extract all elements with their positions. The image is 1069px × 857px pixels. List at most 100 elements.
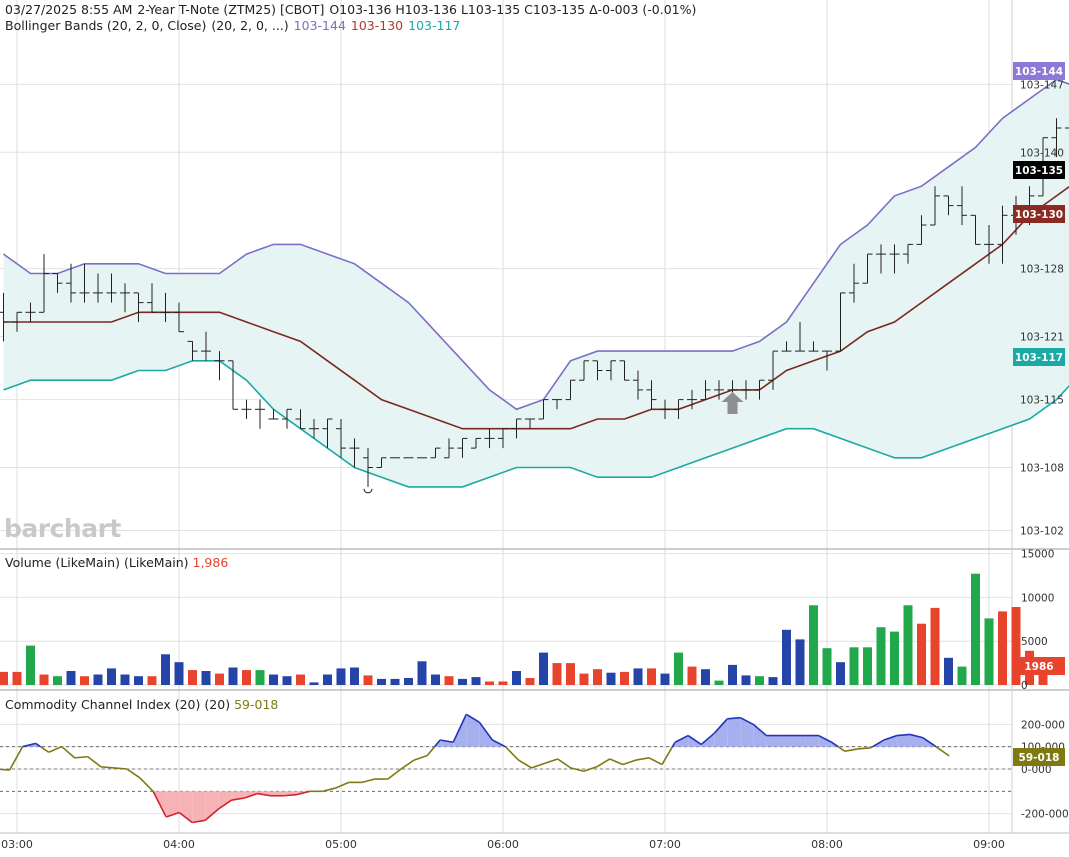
cci-line-72	[872, 739, 885, 748]
cci-line-76	[922, 737, 937, 748]
ohlc-bar-59	[795, 322, 805, 352]
ohlc-bar-66	[889, 244, 900, 274]
volume-bar-72	[971, 573, 980, 685]
price-tags: 103-144 103-135 103-130 103-117 1986 59-018	[1013, 62, 1065, 766]
volume-bar-19	[255, 670, 265, 685]
volume-pane[interactable]	[0, 573, 1048, 685]
volume-last-tag-bg	[1013, 657, 1065, 675]
session-low-marker	[363, 488, 373, 494]
ohlc-bar-63	[849, 263, 859, 303]
cci-fill-64	[792, 735, 806, 747]
ohlc-bar-7	[93, 273, 103, 303]
ohlc-bar-70	[943, 195, 954, 216]
cci-fill-59	[727, 717, 741, 747]
ohlc-bar-46	[619, 360, 630, 381]
volume-bar-41	[552, 663, 562, 685]
cci-fill-14	[166, 791, 180, 817]
volume-bar-42	[566, 663, 575, 685]
volume-bar-0	[0, 671, 8, 685]
ohlc-bar-12	[160, 292, 171, 322]
cci-pane[interactable]	[0, 713, 1012, 824]
ohlc-bar-32	[430, 447, 441, 459]
bb-upper-value: 103-144	[293, 18, 346, 33]
cci-fill-38	[466, 714, 480, 747]
volume-bar-22	[296, 674, 305, 685]
ohlc-bar-44	[592, 360, 603, 381]
cci-line-39	[478, 721, 494, 741]
header-datetime: 03/27/2025 8:55 AM	[5, 2, 133, 17]
volume-bar-33	[444, 676, 454, 685]
cci-line-14	[165, 811, 180, 818]
bb-label: Bollinger Bands (20, 2, 0, Close)	[5, 18, 207, 33]
cci-line-52	[648, 757, 663, 766]
volume-bar-29	[390, 678, 400, 685]
buy-signal-arrow-icon	[721, 392, 744, 414]
volume-bar-34	[458, 678, 467, 685]
ohlc-bar-72	[970, 214, 981, 245]
cci-fill-65	[805, 735, 819, 747]
cci-fill-18	[218, 791, 232, 810]
ohlc-bar-1	[12, 311, 22, 332]
cci-line-58	[713, 718, 728, 734]
cci-fill-66	[818, 735, 832, 747]
volume-tick-label-0: 15000	[1021, 549, 1054, 561]
volume-bar-66	[890, 631, 899, 685]
ohlc-bar-67	[903, 243, 913, 264]
volume-bar-53	[714, 680, 724, 685]
cci-line-59	[727, 716, 741, 720]
volume-bar-40	[539, 652, 548, 685]
chart-header: 03/27/2025 8:55 AM 2-Year T-Note (ZTM25) …	[5, 2, 701, 17]
volume-bar-49	[660, 673, 670, 685]
cci-fill-63	[779, 735, 793, 747]
cci-fill-74	[896, 734, 910, 747]
x-tick-label-1: 04:00	[163, 838, 195, 851]
volume-bar-11	[147, 676, 157, 685]
volume-bar-46	[620, 671, 629, 685]
ohlc-bar-49	[660, 399, 670, 419]
ohlc-bar-24	[322, 418, 333, 449]
ohlc-bar-39	[525, 418, 535, 429]
volume-bar-61	[822, 648, 832, 685]
lower-band-price-tag: 103-117	[1015, 352, 1063, 364]
volume-bar-63	[849, 647, 859, 685]
price-tick-label-6: 103-102	[1020, 526, 1064, 538]
axes: 03:00 04:00 05:00 06:00 07:00 08:00 09:00 103-1…	[1, 79, 1069, 851]
ohlc-bar-53	[714, 380, 724, 400]
cci-line-61	[752, 723, 767, 737]
x-tick-label-5: 08:00	[811, 838, 843, 851]
cci-line-69	[844, 748, 858, 752]
ohlc-bar-21	[282, 408, 292, 429]
ohlc-bar-55	[741, 380, 751, 400]
last-price-tag-bg	[1013, 161, 1065, 179]
x-tick-label-3: 06:00	[487, 838, 519, 851]
cci-line-3	[35, 742, 41, 748]
volume-bar-3	[39, 674, 49, 685]
volume-bar-28	[377, 678, 386, 685]
cci-line-51	[635, 757, 650, 761]
price-tick-label-0: 103-147	[1020, 79, 1064, 91]
ohlc-bar-41	[552, 399, 562, 410]
volume-bar-13	[174, 662, 184, 685]
price-tick-label-3: 103-121	[1020, 332, 1064, 344]
cci-line-43	[531, 762, 545, 769]
x-tick-label-6: 09:00	[973, 838, 1005, 851]
bollinger-middle-line	[3, 185, 1069, 430]
ohlc-bar-51	[687, 389, 697, 410]
cci-fill-55	[675, 735, 689, 747]
x-tick-label-0: 03:00	[1, 838, 33, 851]
cci-line-53	[661, 746, 674, 765]
volume-bar-12	[161, 654, 170, 685]
cci-line-9	[100, 765, 114, 769]
cci-fill-73	[883, 735, 897, 747]
volume-last-tag: 1986	[1024, 661, 1053, 673]
cci-last-value: 59-018	[234, 697, 279, 712]
volume-bar-56	[755, 676, 764, 685]
price-pane[interactable]	[0, 78, 1069, 494]
volume-bar-21	[282, 676, 292, 685]
volume-bar-8	[107, 668, 116, 685]
volume-bar-25	[336, 668, 346, 685]
ohlc-bar-11	[147, 283, 157, 313]
volume-bar-14	[188, 670, 197, 685]
ohlc-bar-19	[255, 399, 265, 429]
